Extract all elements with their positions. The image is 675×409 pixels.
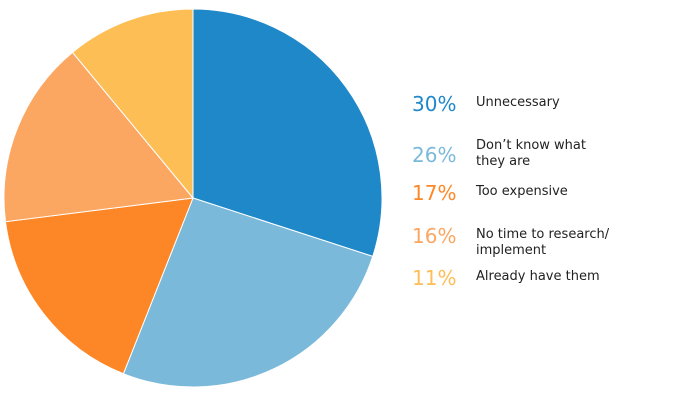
pie-slice-0 xyxy=(192,8,383,258)
legend-item-4: 11% Already have them xyxy=(412,268,636,288)
pie-plot-area xyxy=(3,8,383,388)
pie-slice-1 xyxy=(122,197,374,388)
pie-slice-2 xyxy=(4,197,194,375)
legend-label-4: Already have them xyxy=(476,269,600,284)
legend-label-0: Unnecessary xyxy=(476,95,560,110)
legend-percent-0: 30% xyxy=(412,92,457,116)
legend: 30% Unnecessary 26% Don’t know what they… xyxy=(412,0,672,409)
legend-percent-4: 11% xyxy=(412,266,457,290)
legend-item-3: 16% No time to research/ implement xyxy=(412,226,626,259)
legend-percent-2: 17% xyxy=(412,181,457,205)
legend-item-0: 30% Unnecessary xyxy=(412,94,636,114)
legend-percent-1: 26% xyxy=(412,143,457,167)
legend-label-3: No time to research/ implement xyxy=(476,227,610,258)
legend-percent-3: 16% xyxy=(412,224,457,248)
legend-item-1: 26% Don’t know what they are xyxy=(412,137,616,170)
pie-slice-4 xyxy=(71,8,194,200)
pie-slice-3 xyxy=(3,51,194,223)
legend-item-2: 17% Too expensive xyxy=(412,183,636,203)
legend-label-1: Don’t know what they are xyxy=(476,138,586,169)
legend-label-2: Too expensive xyxy=(476,184,568,199)
